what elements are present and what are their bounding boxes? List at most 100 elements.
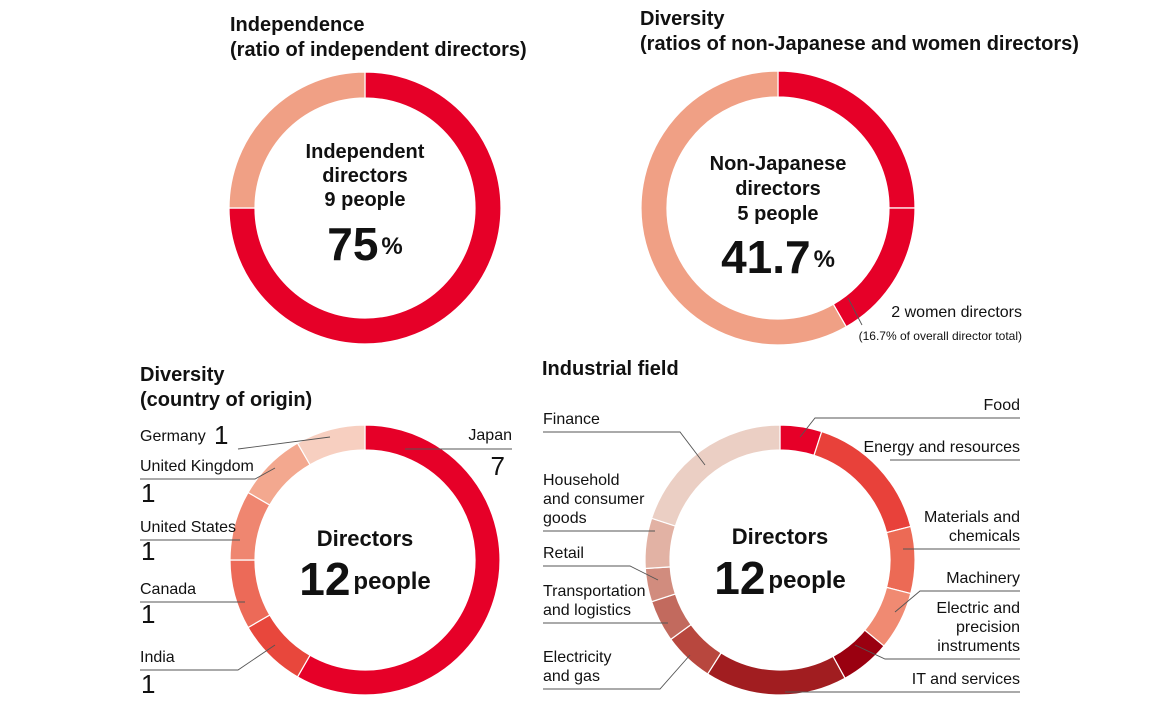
chart-subtitle: (ratio of independent directors) [230, 39, 527, 61]
category-label: Energy and resources [863, 439, 1020, 456]
center-label-line: Independent [306, 141, 425, 163]
donut-segment [640, 70, 848, 346]
chart-title: Industrial field [542, 358, 679, 380]
category-label-line: and gas [543, 668, 600, 685]
category-label-line: goods [543, 510, 587, 527]
center-value: 12 people [299, 553, 431, 605]
leader-line [140, 644, 276, 671]
category-label-line: Machinery [946, 570, 1020, 587]
donut-segment [228, 71, 502, 345]
center-label-line: Directors [732, 524, 829, 549]
leader-line [543, 565, 659, 581]
category-label: Food [984, 397, 1020, 414]
category-label: Finance [543, 411, 600, 428]
category-label: Retail [543, 545, 584, 562]
chart-title-line: Diversity [140, 364, 225, 386]
center-unit: % [814, 246, 835, 273]
center-label-line: Non-Japanese [710, 153, 847, 175]
leader-line [543, 654, 691, 690]
category-label: Household and consumer goods [543, 472, 645, 527]
chart-title: Diversity [640, 8, 725, 30]
value-label: 1 [141, 536, 155, 566]
category-label-line: Finance [543, 411, 600, 428]
center-label-line: Directors [317, 526, 414, 551]
center-value: 12 people [714, 552, 846, 604]
category-label-line: Household [543, 472, 620, 489]
center-number: 12 [299, 553, 350, 605]
category-label-line: chemicals [949, 528, 1020, 545]
category-label: Electricity and gas [543, 649, 611, 685]
center-label-line: directors [322, 165, 408, 187]
annotation: 2 women directors [891, 304, 1022, 321]
center-value: 41.7% [721, 231, 835, 283]
leader-line [237, 436, 331, 450]
center-value: 75% [327, 218, 403, 270]
category-label: India [140, 649, 175, 666]
category-label-line: Canada [140, 581, 196, 598]
category-label-line: Energy and resources [863, 439, 1020, 456]
category-label-line: India [140, 649, 175, 666]
donut-segment [885, 525, 916, 595]
value-label: 1 [214, 420, 228, 450]
annotation-note-line: (16.7% of overall director total) [859, 329, 1022, 343]
donut-segment [247, 614, 311, 678]
category-label-line: Transportation [543, 583, 646, 600]
leader-line [847, 297, 863, 326]
donut-segment [296, 424, 501, 696]
annotation-note: (16.7% of overall director total) [859, 329, 1022, 343]
category-label-line: Materials and [924, 509, 1020, 526]
center-label: Directors [317, 526, 414, 551]
center-label-line: 5 people [737, 203, 818, 225]
value-label: 7 [491, 451, 505, 481]
category-label: United Kingdom [140, 458, 254, 475]
center-label: Independent directors 9 people [306, 141, 425, 211]
donut-segment [644, 517, 677, 570]
chart-title: Independence [230, 14, 364, 36]
category-label: IT and services [912, 671, 1020, 688]
category-label-line: instruments [937, 638, 1020, 655]
chart-subtitle-line: (country of origin) [140, 389, 312, 411]
chart-title: Diversity [140, 364, 225, 386]
leader-line [799, 417, 1020, 438]
leader-line [543, 431, 706, 466]
donut-segment [650, 424, 781, 527]
center-label-line: 9 people [324, 189, 405, 211]
value-label: 1 [141, 669, 155, 699]
donut-segment [229, 559, 271, 629]
annotation-line: 2 women directors [891, 304, 1022, 321]
donut-segment [706, 652, 846, 696]
category-label: Electric and precision instruments [936, 600, 1020, 655]
chart-subtitle-line: (ratios of non-Japanese and women direct… [640, 33, 1079, 55]
center-unit: people [353, 568, 430, 595]
category-label-line: precision [956, 619, 1020, 636]
center-label: Non-Japanese directors 5 people [710, 153, 847, 225]
center-label-line: directors [735, 178, 821, 200]
leader-line [854, 644, 1020, 660]
center-unit: people [768, 567, 845, 594]
category-label-line: Electricity [543, 649, 611, 666]
donut-segment [228, 71, 366, 209]
leader-line [894, 590, 1020, 613]
center-unit: % [381, 233, 402, 260]
category-label-line: Electric and [936, 600, 1020, 617]
chart-subtitle: (ratios of non-Japanese and women direct… [640, 33, 1079, 55]
category-label-line: and consumer [543, 491, 645, 508]
chart-subtitle-line: (ratio of independent directors) [230, 39, 527, 61]
category-label-line: Retail [543, 545, 584, 562]
chart-title-line: Diversity [640, 8, 725, 30]
center-label: Directors [732, 524, 829, 549]
value-label: 1 [141, 478, 155, 508]
donut-segment [296, 424, 366, 466]
category-label-line: United Kingdom [140, 458, 254, 475]
category-label: Canada [140, 581, 196, 598]
category-label-line: Food [984, 397, 1020, 414]
category-label-line: Japan [468, 427, 512, 444]
category-label-line: IT and services [912, 671, 1020, 688]
category-label: Japan [468, 427, 512, 444]
category-label: Transportation and logistics [543, 583, 646, 619]
category-label: Materials and chemicals [924, 509, 1020, 545]
category-label-line: and logistics [543, 602, 631, 619]
center-number: 41.7 [721, 231, 811, 283]
